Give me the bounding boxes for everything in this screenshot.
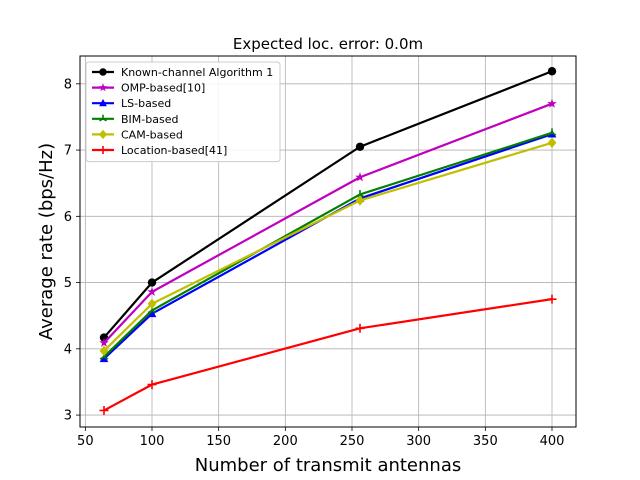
y-axis-title: Average rate (bps/Hz) <box>36 143 57 340</box>
legend-entry: CAM-based <box>92 128 183 141</box>
data-point-marker <box>355 189 365 198</box>
plot-series <box>99 67 557 415</box>
legend-label: Known-channel Algorithm 1 <box>121 66 273 79</box>
x-tick-label: 150 <box>206 434 231 449</box>
x-tick-label: 350 <box>473 434 498 449</box>
legend-swatch-marker <box>99 68 107 76</box>
series-line <box>103 102 553 344</box>
data-point-marker <box>99 337 109 347</box>
data-point-marker <box>355 172 365 182</box>
y-tick-label: 6 <box>64 210 72 225</box>
data-point-marker <box>147 298 157 309</box>
x-axis-title: Number of transmit antennas <box>195 455 461 476</box>
data-point-marker <box>547 67 557 76</box>
series-line <box>103 298 553 412</box>
legend-swatch-marker <box>98 83 108 92</box>
axis-ticks: 50 100 150 200 250 300 350 400 3 4 5 6 7 8 <box>64 77 565 449</box>
data-point-marker <box>99 353 109 363</box>
legend-entry: OMP-based[10] <box>92 82 205 95</box>
x-tick-label: 200 <box>273 434 298 449</box>
x-tick-label: 250 <box>340 434 365 449</box>
legend-swatch-marker <box>98 145 108 155</box>
y-tick-label: 3 <box>64 409 72 424</box>
series-line <box>103 133 553 360</box>
legend-entry: Location-based[41] <box>92 144 227 157</box>
legend-box <box>85 61 281 163</box>
data-point-marker <box>355 142 365 151</box>
legend-entry: Known-channel Algorithm 1 <box>92 66 273 79</box>
y-tick-label: 7 <box>64 144 72 159</box>
data-point-marker <box>99 405 109 415</box>
data-point-marker <box>547 294 557 304</box>
legend-entry: LS-based <box>92 97 171 110</box>
legend-label: CAM-based <box>121 128 183 141</box>
data-point-marker <box>547 128 557 136</box>
legend-swatch-marker <box>99 129 107 140</box>
legend: Known-channel Algorithm 1 OMP-based[10] LS… <box>85 61 281 163</box>
data-point-marker <box>147 380 157 390</box>
series-group <box>99 137 557 357</box>
series-group <box>99 98 557 347</box>
series-group <box>99 129 557 363</box>
x-tick-label: 100 <box>140 434 165 449</box>
y-tick-label: 8 <box>64 77 72 92</box>
chart-title: Expected loc. error: 0.0m <box>233 35 423 53</box>
legend-label: OMP-based[10] <box>121 82 205 95</box>
y-tick-label: 5 <box>64 276 72 291</box>
data-point-marker <box>147 278 157 287</box>
plot-frame <box>79 55 577 428</box>
legend-label: BIM-based <box>121 113 178 126</box>
grid-lines <box>80 56 576 427</box>
data-point-marker <box>99 345 109 357</box>
legend-label: LS-based <box>121 97 171 110</box>
y-tick-label: 4 <box>64 342 72 357</box>
x-tick-label: 400 <box>540 434 565 449</box>
legend-entry: BIM-based <box>92 113 178 126</box>
x-tick-label: 50 <box>77 434 94 449</box>
data-point-marker <box>355 323 365 333</box>
legend-label: Location-based[41] <box>121 144 227 157</box>
data-point-marker <box>147 308 157 318</box>
data-point-marker <box>147 286 157 296</box>
data-point-marker <box>355 195 365 206</box>
data-point-marker <box>547 98 557 108</box>
series-line <box>103 70 553 339</box>
series-line <box>103 141 553 352</box>
legend-swatch-marker <box>99 98 107 107</box>
legend-swatch-marker <box>99 114 107 122</box>
data-point-marker <box>547 137 557 148</box>
series-group <box>99 294 557 415</box>
x-tick-label: 300 <box>406 434 431 449</box>
